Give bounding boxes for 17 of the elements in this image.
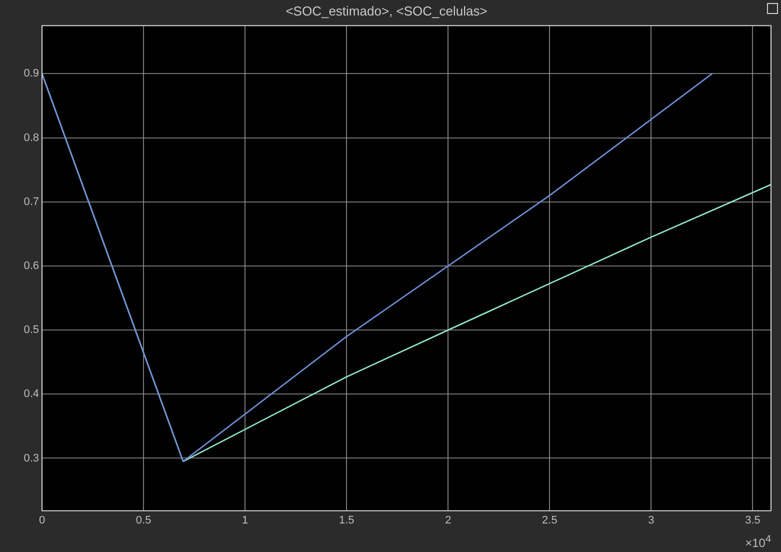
y-tick-label: 0.3 bbox=[24, 452, 39, 464]
x-tick-label: 3 bbox=[648, 514, 654, 526]
y-tick-label: 0.6 bbox=[24, 260, 39, 272]
y-tick-label: 0.8 bbox=[24, 132, 39, 144]
x-tick-label: 1.5 bbox=[338, 514, 354, 526]
x-tick-label: 3.5 bbox=[745, 514, 760, 526]
x-tick-label: 2.5 bbox=[542, 514, 558, 526]
y-tick-label: 0.7 bbox=[24, 196, 39, 208]
x-tick-label: 2 bbox=[445, 514, 452, 526]
text: ×10$^{4}$ bbox=[745, 534, 771, 550]
x-tick-label: 0 bbox=[38, 514, 46, 526]
y-tick-label: 0.9 bbox=[24, 68, 39, 80]
x-tick-label: 1 bbox=[242, 514, 248, 526]
y-tick-label: 0.5 bbox=[24, 324, 39, 336]
y-tick-label: 0.4 bbox=[24, 388, 39, 400]
x-tick-label: 0.5 bbox=[136, 514, 152, 526]
chart-title: <SOC_estimado>, <SOC_celulas> bbox=[286, 3, 488, 18]
